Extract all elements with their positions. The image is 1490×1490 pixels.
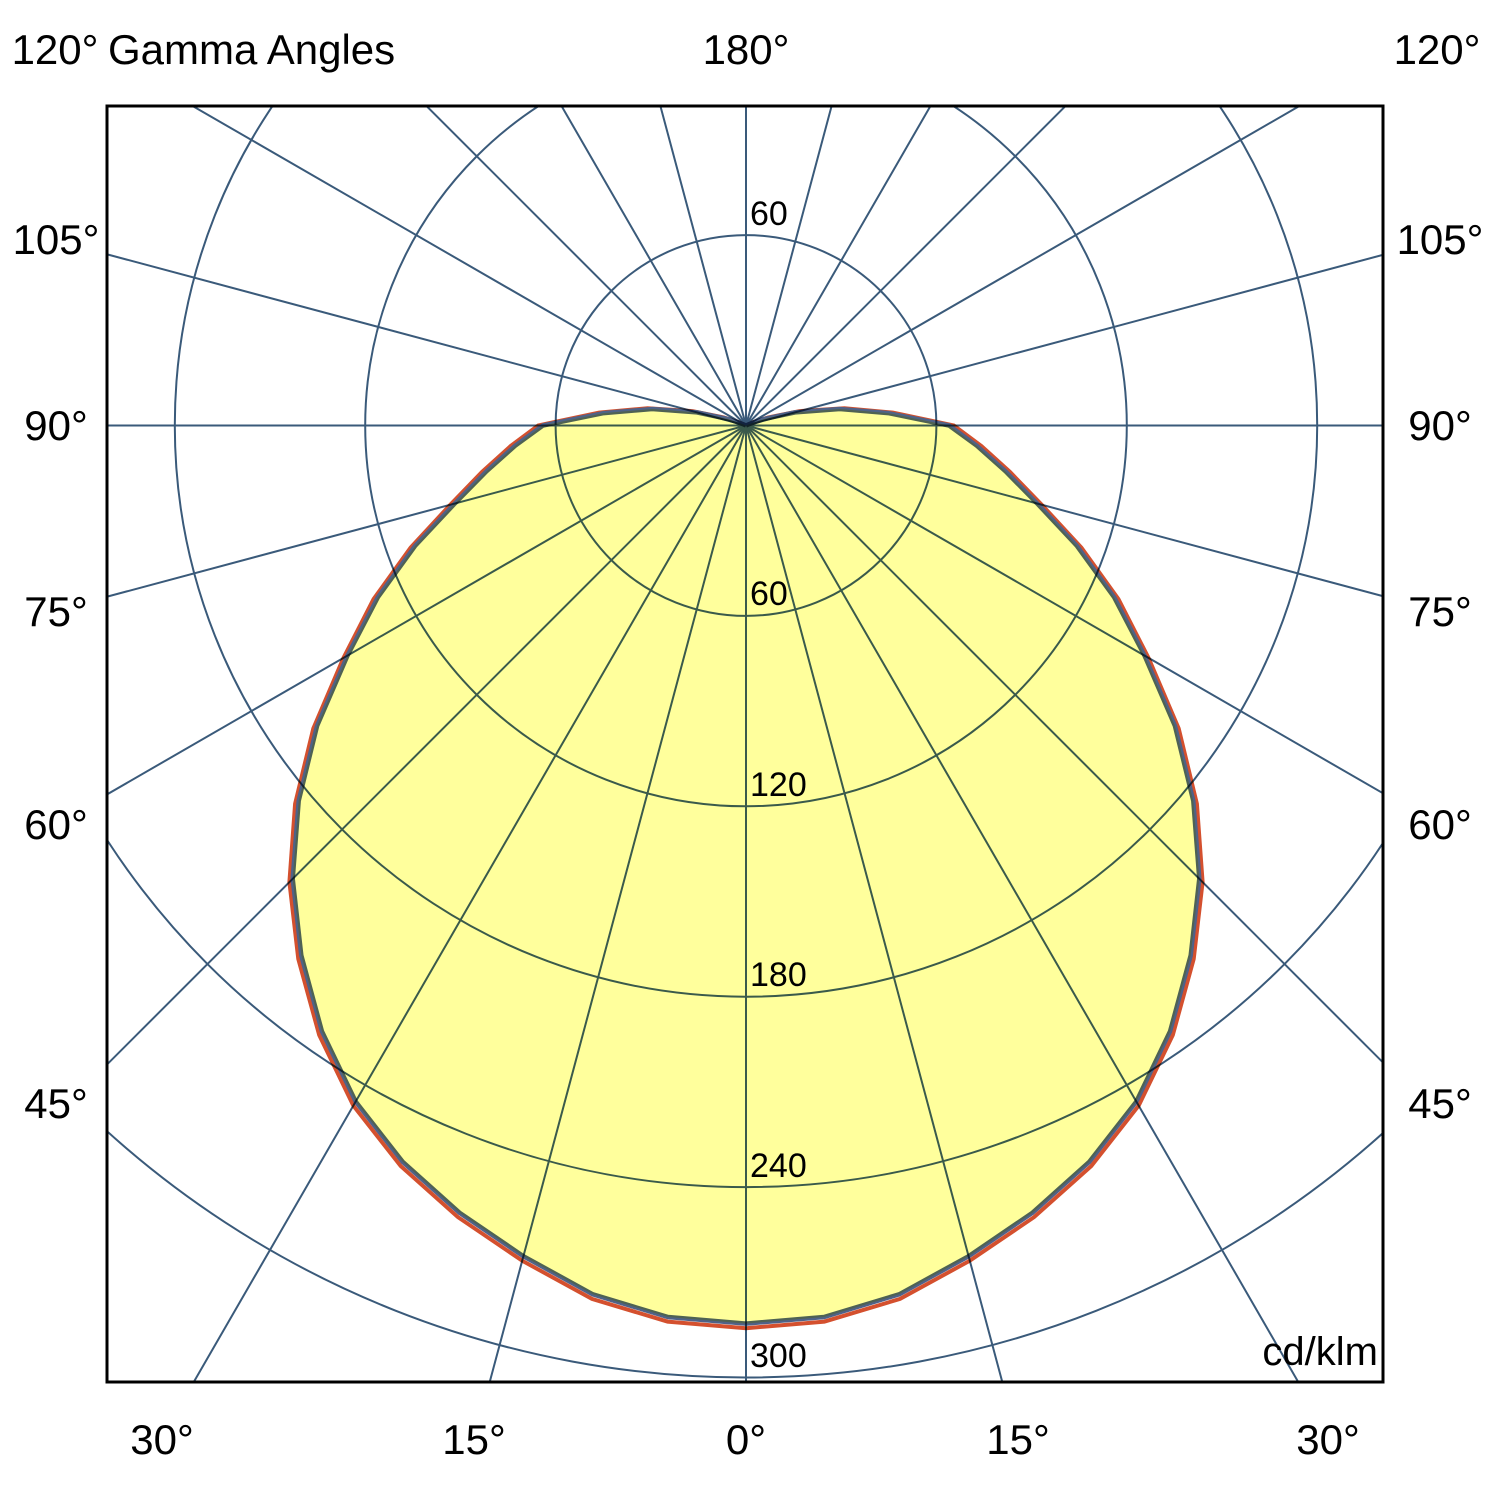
plot-border	[105, 104, 1385, 1384]
angle-label-left-75: 75°	[24, 588, 88, 635]
grid-ray-45	[745, 424, 1383, 1064]
angle-label-left-105: 105°	[12, 216, 100, 263]
angle-label-right-90: 90°	[1408, 402, 1472, 449]
intensity-curves	[287, 406, 1205, 1331]
grid-ray-120	[745, 106, 1302, 427]
grid-ray-195	[659, 106, 747, 426]
angle-label-bottom-15-right: 15°	[986, 1416, 1050, 1463]
grid-ray-150	[745, 106, 932, 427]
angle-label-bottom-30-left: 30°	[130, 1416, 194, 1463]
grid-ray-285	[107, 424, 747, 598]
grid-ray-105	[745, 253, 1383, 427]
grid-ray-135	[745, 106, 1067, 427]
radial-tick-180: 180	[750, 956, 807, 994]
grid-ray-255	[107, 253, 747, 427]
angle-label-right-45: 45°	[1408, 1080, 1472, 1127]
grid-ray-15	[745, 425, 1004, 1382]
angle-label-right-75: 75°	[1408, 588, 1472, 635]
angle-label-left-90: 90°	[24, 402, 88, 449]
radial-tick-60: 60	[750, 575, 788, 613]
radial-tick-60-upper: 60	[750, 195, 788, 233]
angle-label-left-60: 60°	[24, 801, 88, 848]
intensity-curve-dark	[290, 406, 1202, 1326]
angle-label-top-right-120: 120°	[1393, 26, 1481, 73]
angle-label-left-45: 45°	[24, 1080, 88, 1127]
grid-ray-225	[425, 106, 747, 427]
grid-ray-240	[190, 106, 747, 427]
grid-ray-210	[560, 106, 747, 427]
grid-ray-330	[192, 424, 747, 1382]
angle-label-right-60: 60°	[1408, 801, 1472, 848]
angle-label-bottom-30-right: 30°	[1296, 1416, 1360, 1463]
angle-label-bottom-0: 0°	[725, 1416, 767, 1463]
angle-label-top-180: 180°	[702, 26, 790, 73]
grid-ray-315	[107, 424, 747, 1066]
grid-ray-300	[107, 424, 747, 796]
radial-tick-240: 240	[750, 1147, 807, 1185]
grid-ray-60	[745, 424, 1383, 795]
angle-label-bottom-15-left: 15°	[442, 1416, 506, 1463]
grid-ray-30	[745, 424, 1300, 1382]
grid-ray-165	[745, 106, 833, 426]
radial-tick-120: 120	[750, 766, 807, 804]
angle-label-right-105: 105°	[1396, 216, 1484, 263]
unit-label: cd/klm	[1262, 1330, 1378, 1374]
angle-label-top-left-120: 120°	[11, 26, 99, 73]
grid-ray-75	[745, 424, 1383, 598]
radial-tick-300: 300	[750, 1337, 807, 1375]
grid-ray-345	[488, 425, 747, 1382]
chart-title: Gamma Angles	[108, 26, 396, 73]
intensity-curve-red	[287, 406, 1205, 1331]
